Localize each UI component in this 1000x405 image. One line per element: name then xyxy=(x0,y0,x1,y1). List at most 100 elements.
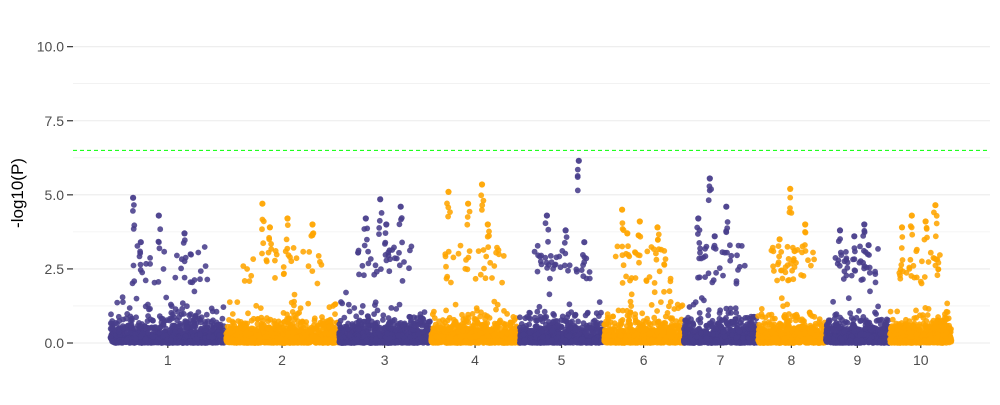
snp-point xyxy=(464,326,470,332)
snp-point xyxy=(196,309,202,315)
snp-point xyxy=(388,305,394,311)
snp-point xyxy=(504,311,510,317)
snp-point xyxy=(376,231,382,237)
top-hit-point xyxy=(363,215,369,221)
snp-point xyxy=(137,254,143,260)
snp-point xyxy=(407,248,413,254)
snp-point xyxy=(147,261,153,267)
snp-point xyxy=(247,278,253,284)
snp-point xyxy=(286,252,292,258)
snp-point xyxy=(261,218,267,224)
snp-point xyxy=(470,311,476,317)
snp-point xyxy=(473,316,479,322)
snp-point xyxy=(281,264,287,270)
snp-point xyxy=(296,328,302,334)
snp-point xyxy=(355,250,361,256)
snp-point xyxy=(184,340,190,346)
snp-point xyxy=(131,263,137,269)
snp-point xyxy=(467,248,473,254)
snp-point xyxy=(384,331,390,337)
snp-point xyxy=(431,309,437,315)
top-hit-point xyxy=(267,224,273,230)
top-hit-point xyxy=(181,230,187,236)
snp-point xyxy=(197,276,203,282)
snp-point xyxy=(291,245,297,251)
y-tick-label: 7.5 xyxy=(45,113,65,129)
snp-point xyxy=(138,262,144,268)
snp-point xyxy=(569,339,575,345)
snp-point xyxy=(266,235,272,241)
snp-point xyxy=(161,249,167,255)
snp-point xyxy=(315,329,321,335)
snp-point xyxy=(376,330,382,336)
snp-point xyxy=(464,222,470,228)
snp-point xyxy=(547,291,553,297)
snp-point xyxy=(108,311,114,317)
snp-point xyxy=(458,243,464,249)
snp-point xyxy=(316,253,322,259)
snp-point xyxy=(192,289,198,295)
snp-point xyxy=(285,330,291,336)
snp-point xyxy=(400,278,406,284)
top-hit-point xyxy=(398,204,404,210)
snp-point xyxy=(198,268,204,274)
snp-point xyxy=(365,249,371,255)
snp-point xyxy=(178,266,184,272)
top-hit-point xyxy=(479,181,485,187)
snp-point xyxy=(360,263,366,269)
snp-point xyxy=(368,256,374,262)
snp-point xyxy=(150,318,156,324)
snp-point xyxy=(533,318,539,324)
snp-point xyxy=(309,268,315,274)
snp-point xyxy=(469,335,475,341)
snp-point xyxy=(179,311,185,317)
snp-point xyxy=(394,339,400,345)
snp-point xyxy=(146,307,152,313)
snp-point xyxy=(339,301,345,307)
snp-point xyxy=(375,308,381,314)
snp-point xyxy=(284,237,290,243)
snp-point xyxy=(341,315,347,321)
snp-point xyxy=(378,266,384,272)
snp-point xyxy=(156,279,162,285)
snp-point xyxy=(300,319,306,325)
snp-point xyxy=(172,275,178,281)
snp-point xyxy=(265,318,271,324)
snp-point xyxy=(459,312,465,318)
y-axis: 0.02.55.07.510.0 xyxy=(37,39,73,351)
snp-point xyxy=(583,313,589,319)
snp-point xyxy=(359,321,365,327)
snp-point xyxy=(396,332,402,338)
snp-point xyxy=(382,241,388,247)
snp-point xyxy=(319,314,325,320)
snp-point xyxy=(218,322,224,328)
snp-point xyxy=(492,332,498,338)
snp-point xyxy=(483,254,489,260)
snp-point xyxy=(139,270,145,276)
snp-point xyxy=(136,325,142,331)
snp-point xyxy=(163,295,169,301)
snp-point xyxy=(195,250,201,256)
snp-point xyxy=(199,314,205,320)
snp-point xyxy=(288,258,294,264)
snp-point xyxy=(384,258,390,264)
snp-point xyxy=(478,330,484,336)
snp-point xyxy=(250,336,256,342)
top-hit-point xyxy=(284,215,290,221)
snp-point xyxy=(521,332,527,338)
snp-point xyxy=(124,330,130,336)
snp-point xyxy=(192,323,198,329)
snp-point xyxy=(109,339,115,345)
y-tick-label: 2.5 xyxy=(45,261,65,277)
snp-point xyxy=(258,305,264,311)
snp-point xyxy=(217,339,223,345)
snp-point xyxy=(319,262,325,268)
snp-point xyxy=(501,253,507,259)
snp-point xyxy=(327,331,333,337)
snp-point xyxy=(273,248,279,254)
snp-point xyxy=(177,328,183,334)
snp-point xyxy=(282,337,288,343)
snp-point xyxy=(250,256,256,262)
snp-point xyxy=(462,333,468,339)
snp-point xyxy=(197,332,203,338)
